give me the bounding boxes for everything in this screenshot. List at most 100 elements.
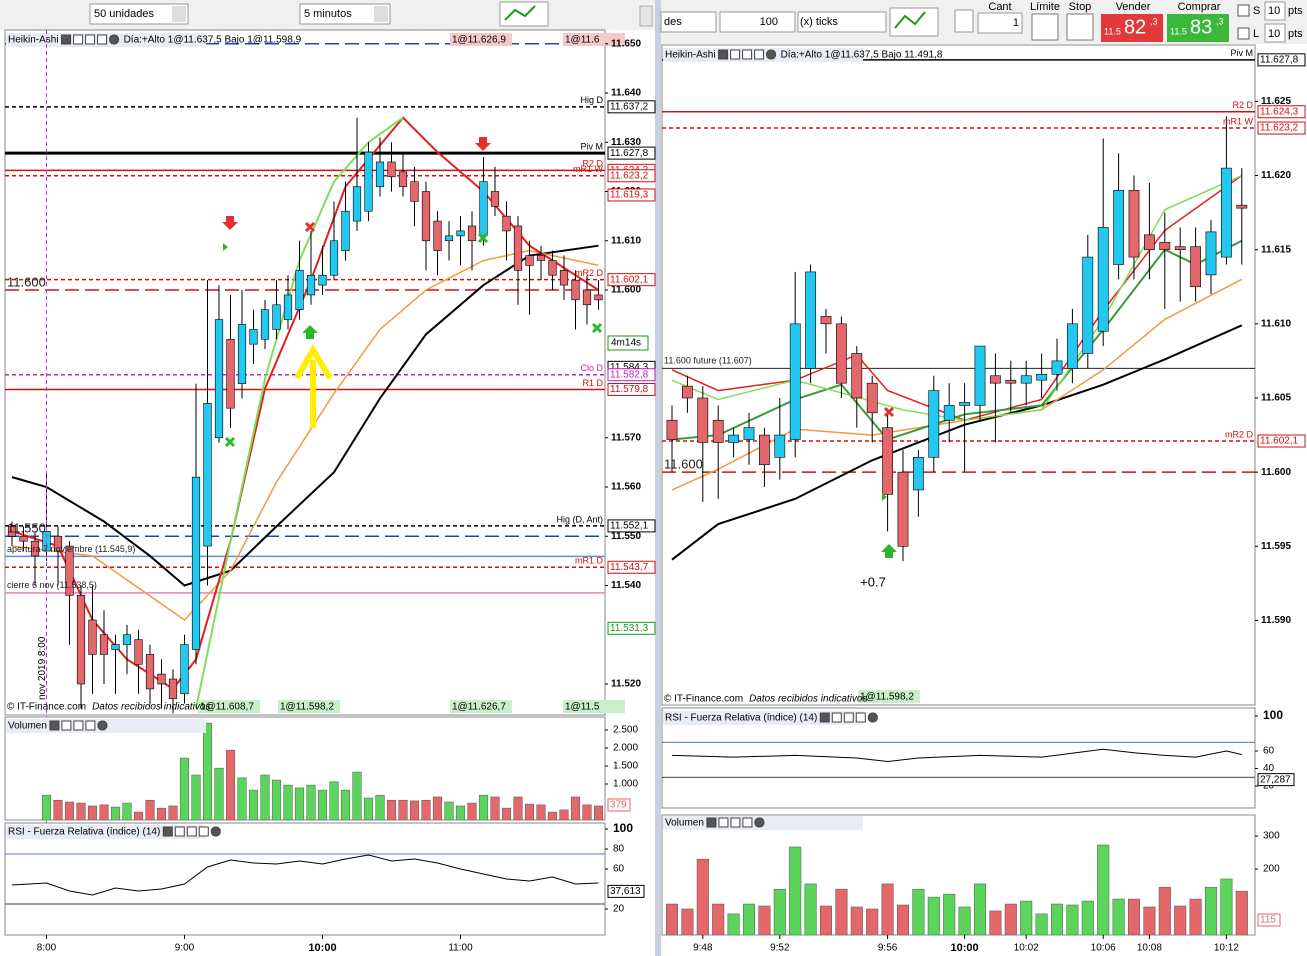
volume-bar (1220, 878, 1233, 935)
volume-bar (409, 800, 420, 820)
chart-info: Día:+Alto 1@11.637,5 Bajo 11.491,8 (781, 50, 943, 61)
volume-bar (421, 799, 431, 820)
price-tag (607, 382, 656, 396)
candle-body (490, 191, 500, 207)
price-tag-label: 11.584,3 (610, 362, 649, 373)
rsi-value: 37,613 (610, 886, 641, 897)
volume-bar (225, 749, 236, 820)
line-series (11, 249, 599, 621)
header-icon (718, 817, 729, 828)
candle-body (682, 385, 693, 399)
candle-body (410, 181, 419, 202)
scroll-button[interactable] (639, 5, 653, 27)
candle-body (53, 535, 63, 552)
plot (662, 741, 1255, 778)
chart-type-button[interactable] (499, 1, 549, 27)
y-tick-label: 80 (613, 844, 625, 855)
candle-body (191, 476, 201, 650)
y-tick-label: 100 (613, 821, 633, 835)
s-input[interactable] (1264, 1, 1286, 21)
buy-label: Comprar (1178, 1, 1221, 13)
s-checkbox[interactable] (1237, 4, 1250, 17)
line-series (11, 244, 599, 587)
candle-body (882, 427, 893, 495)
candle-body (19, 535, 28, 542)
candle-body (237, 324, 247, 384)
candle-body (594, 294, 603, 301)
settings-button[interactable] (954, 9, 974, 33)
amount-input[interactable] (719, 11, 796, 33)
header-icon (49, 720, 60, 731)
copyright: © IT-Finance.com (664, 694, 743, 705)
x-tick-label: 9:48 (693, 943, 713, 954)
buy-button[interactable] (1167, 14, 1229, 42)
panel-frame (4, 716, 606, 821)
level-label: Hig (D, Ant) (556, 514, 603, 524)
y-tick-label: 11.650 (611, 38, 641, 49)
qty-input[interactable] (977, 12, 1023, 34)
candle-body (913, 457, 924, 491)
order-tag-label: 1@11.5 (565, 702, 600, 713)
level-label: mR1 W (573, 164, 604, 174)
volume-bar (168, 805, 178, 820)
level-left-label: apertura 7 noviembre (11.545,9) (7, 544, 135, 554)
limit-button[interactable] (1031, 13, 1059, 41)
candle-body (1144, 234, 1155, 250)
candle-body (1051, 360, 1063, 375)
price-tag (1257, 434, 1306, 448)
volume-bar (593, 805, 604, 820)
panel-frame (661, 44, 1256, 706)
price-tag (1257, 105, 1306, 119)
price-tag (607, 273, 656, 287)
order-tag-label: 1@11.598,2 (280, 702, 334, 713)
volume-bar (1235, 890, 1248, 935)
candle-body (820, 316, 832, 325)
quantity-dropdown[interactable] (89, 3, 189, 25)
header-icon (831, 712, 842, 723)
volume-bar (248, 789, 259, 820)
price-tag (607, 560, 656, 574)
candle-body (1205, 231, 1217, 276)
l-checkbox[interactable] (1237, 27, 1250, 40)
candle-body (928, 390, 940, 458)
header-icon (867, 712, 878, 723)
l-input[interactable] (1264, 23, 1286, 43)
candle-body (249, 329, 258, 345)
header-icon (730, 817, 741, 828)
order-tag-label: 1@11.608,7 (200, 702, 254, 713)
price-tag (607, 169, 656, 183)
volume-bar (912, 888, 925, 935)
volume-bar (283, 784, 293, 820)
level-left-label: 11.550 (7, 521, 46, 536)
candle-body (805, 271, 816, 369)
price-tag (607, 100, 656, 114)
dropdown-arrow (374, 6, 388, 22)
period-dropdown[interactable] (299, 3, 391, 25)
order-tag-label: 1@11.626,7 (452, 702, 506, 713)
panel-frame (4, 822, 606, 936)
header-icon (97, 34, 108, 45)
unit-dropdown[interactable] (797, 11, 887, 33)
buy-signal (302, 325, 318, 339)
volume-bar (1143, 906, 1156, 935)
header-icon (843, 712, 854, 723)
signals (222, 137, 897, 558)
volume-bar (866, 908, 879, 935)
order-tag (450, 700, 512, 713)
stop-button[interactable] (1066, 13, 1094, 41)
s-value: 10 (1268, 5, 1280, 17)
header-icon (174, 826, 185, 837)
y-tick-label: 40 (1263, 763, 1275, 774)
candle-body (387, 161, 396, 178)
header-icon (718, 49, 729, 60)
x-tick-label: 10:02 (1014, 943, 1039, 954)
candle-body (456, 230, 465, 237)
candle-body (759, 434, 770, 466)
rsi-value-box (1257, 773, 1295, 787)
mode-dropdown[interactable] (660, 11, 717, 33)
sell-button[interactable] (1101, 14, 1163, 42)
period: 5 minutos (304, 8, 352, 20)
volume-bar (501, 807, 512, 820)
header-icon (73, 34, 84, 45)
order-tag-label: 1@11.626,9 (452, 35, 506, 46)
